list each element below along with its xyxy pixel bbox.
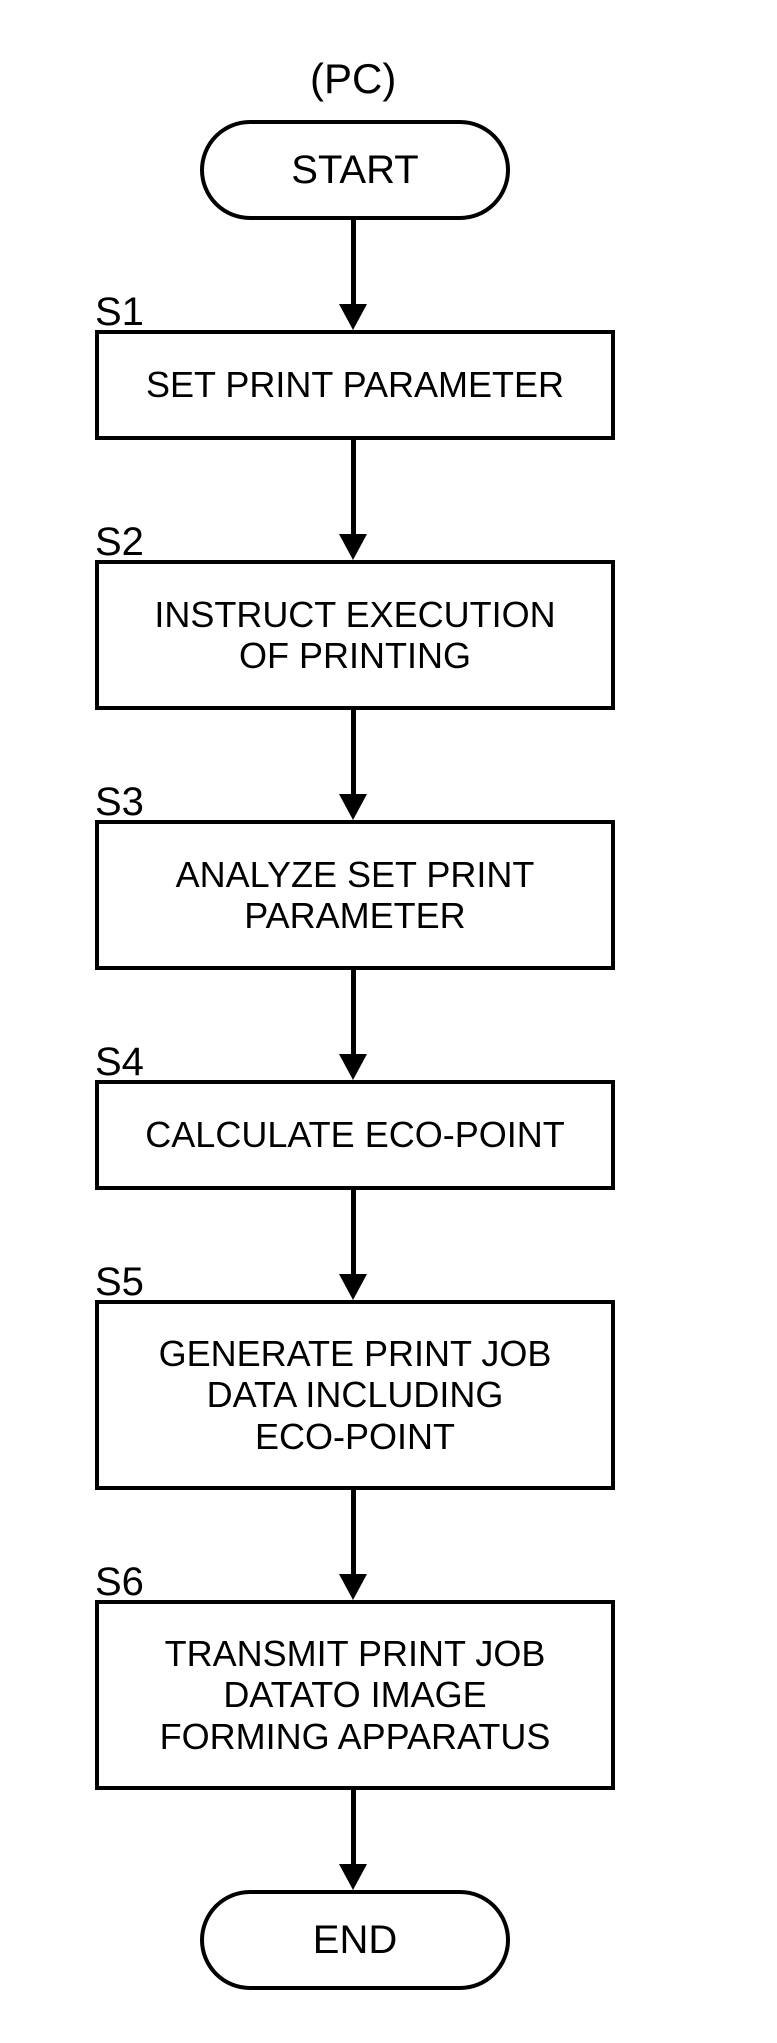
process-label: INSTRUCT EXECUTION OF PRINTING	[154, 594, 555, 677]
step-id-S2: S2	[95, 520, 144, 565]
arrow-line-0	[351, 220, 356, 304]
terminal-start: START	[200, 120, 510, 220]
arrow-head-icon	[339, 304, 367, 330]
arrow-line-1	[351, 440, 356, 534]
arrow-head-icon	[339, 534, 367, 560]
arrow-head-icon	[339, 794, 367, 820]
arrow-head-icon	[339, 1864, 367, 1890]
process-S1: SET PRINT PARAMETER	[95, 330, 615, 440]
process-S2: INSTRUCT EXECUTION OF PRINTING	[95, 560, 615, 710]
arrow-line-6	[351, 1790, 356, 1864]
step-id-S3: S3	[95, 780, 144, 825]
process-label: CALCULATE ECO-POINT	[145, 1114, 564, 1155]
step-id-S4: S4	[95, 1040, 144, 1085]
step-id-S1: S1	[95, 290, 144, 335]
flowchart-canvas: (PC) START END S1SET PRINT PARAMETER S2INST…	[0, 0, 777, 2043]
process-S6: TRANSMIT PRINT JOB DATATO IMAGE FORMING …	[95, 1600, 615, 1790]
step-id-S5: S5	[95, 1260, 144, 1305]
process-label: GENERATE PRINT JOB DATA INCLUDING ECO-PO…	[159, 1333, 552, 1457]
arrow-head-icon	[339, 1274, 367, 1300]
terminal-end: END	[200, 1890, 510, 1990]
process-S5: GENERATE PRINT JOB DATA INCLUDING ECO-PO…	[95, 1300, 615, 1490]
process-label: TRANSMIT PRINT JOB DATATO IMAGE FORMING …	[160, 1633, 551, 1757]
arrow-line-3	[351, 970, 356, 1054]
process-label: ANALYZE SET PRINT PARAMETER	[176, 854, 535, 937]
arrow-line-4	[351, 1190, 356, 1274]
arrow-line-5	[351, 1490, 356, 1574]
step-id-S6: S6	[95, 1560, 144, 1605]
terminal-label: END	[313, 1918, 397, 1963]
arrow-head-icon	[339, 1054, 367, 1080]
process-label: SET PRINT PARAMETER	[146, 364, 564, 405]
terminal-label: START	[291, 148, 418, 193]
arrow-head-icon	[339, 1574, 367, 1600]
flowchart-title: (PC)	[310, 55, 396, 103]
process-S4: CALCULATE ECO-POINT	[95, 1080, 615, 1190]
process-S3: ANALYZE SET PRINT PARAMETER	[95, 820, 615, 970]
arrow-line-2	[351, 710, 356, 794]
